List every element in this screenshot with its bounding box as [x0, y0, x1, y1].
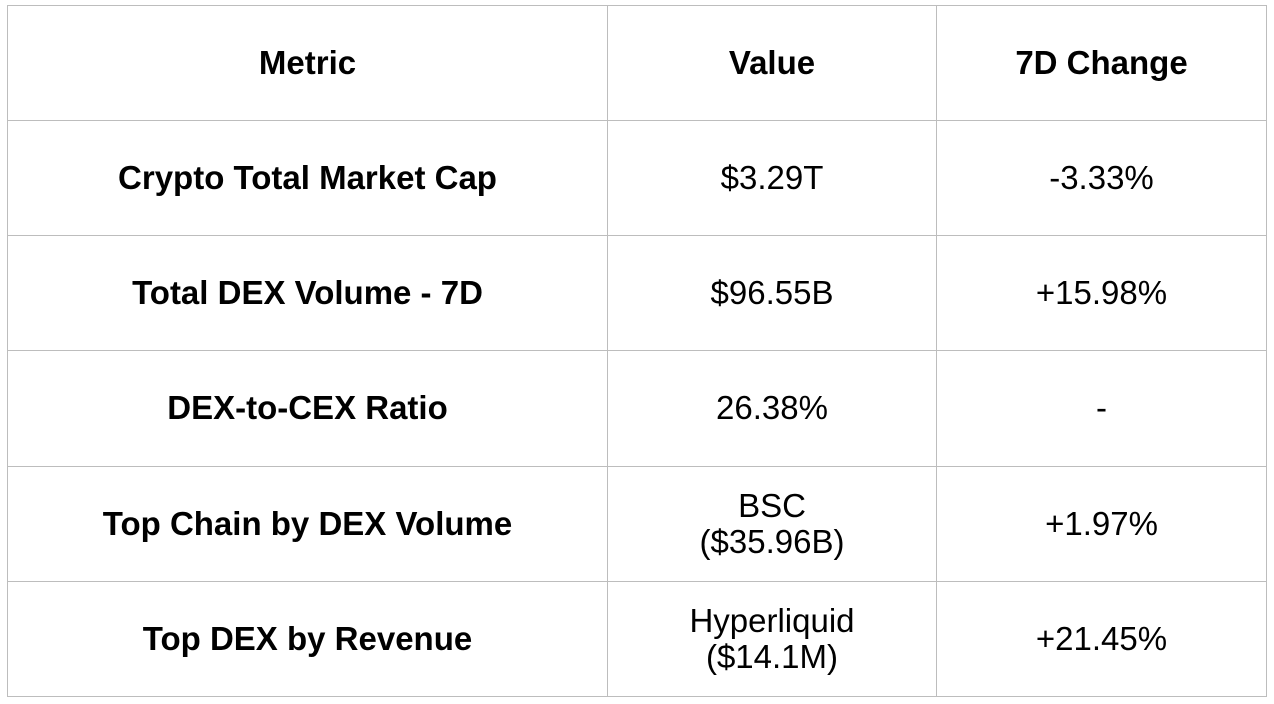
value-line: $96.55B — [710, 274, 834, 312]
value-cell: $3.29T — [607, 119, 937, 237]
table-row: Crypto Total Market Cap $3.29T -3.33% — [7, 119, 1267, 237]
change-cell: - — [936, 350, 1267, 467]
table-row: Top DEX by Revenue Hyperliquid ($14.1M) … — [7, 580, 1267, 698]
value-line: BSC — [738, 486, 806, 524]
value-cell: $96.55B — [607, 235, 937, 352]
value-line: 26.38% — [716, 389, 828, 427]
metric-cell: Top Chain by DEX Volume — [7, 465, 608, 582]
column-header-change: 7D Change — [936, 5, 1267, 121]
value-line: ($35.96B) — [699, 522, 845, 560]
metric-cell: Total DEX Volume - 7D — [7, 235, 608, 352]
table-header-row: Metric Value 7D Change — [7, 5, 1267, 121]
value-line: Hyperliquid — [689, 601, 855, 639]
metrics-table: Metric Value 7D Change Crypto Total Mark… — [7, 5, 1267, 698]
table-row: DEX-to-CEX Ratio 26.38% - — [7, 350, 1267, 467]
metric-cell: DEX-to-CEX Ratio — [7, 350, 608, 467]
change-cell: +15.98% — [936, 235, 1267, 352]
metrics-table-container: Metric Value 7D Change Crypto Total Mark… — [7, 5, 1267, 698]
table-row: Top Chain by DEX Volume BSC ($35.96B) +1… — [7, 465, 1267, 582]
value-line: ($14.1M) — [705, 637, 839, 675]
metric-cell: Crypto Total Market Cap — [7, 119, 608, 237]
value-cell: Hyperliquid ($14.1M) — [607, 580, 937, 698]
metric-cell: Top DEX by Revenue — [7, 580, 608, 698]
column-header-value: Value — [607, 5, 937, 121]
value-cell: BSC ($35.96B) — [607, 465, 937, 582]
table-row: Total DEX Volume - 7D $96.55B +15.98% — [7, 235, 1267, 352]
change-cell: +21.45% — [936, 580, 1267, 698]
change-cell: +1.97% — [936, 465, 1267, 582]
value-line: $3.29T — [720, 159, 824, 197]
value-cell: 26.38% — [607, 350, 937, 467]
column-header-metric: Metric — [7, 5, 608, 121]
change-cell: -3.33% — [936, 119, 1267, 237]
